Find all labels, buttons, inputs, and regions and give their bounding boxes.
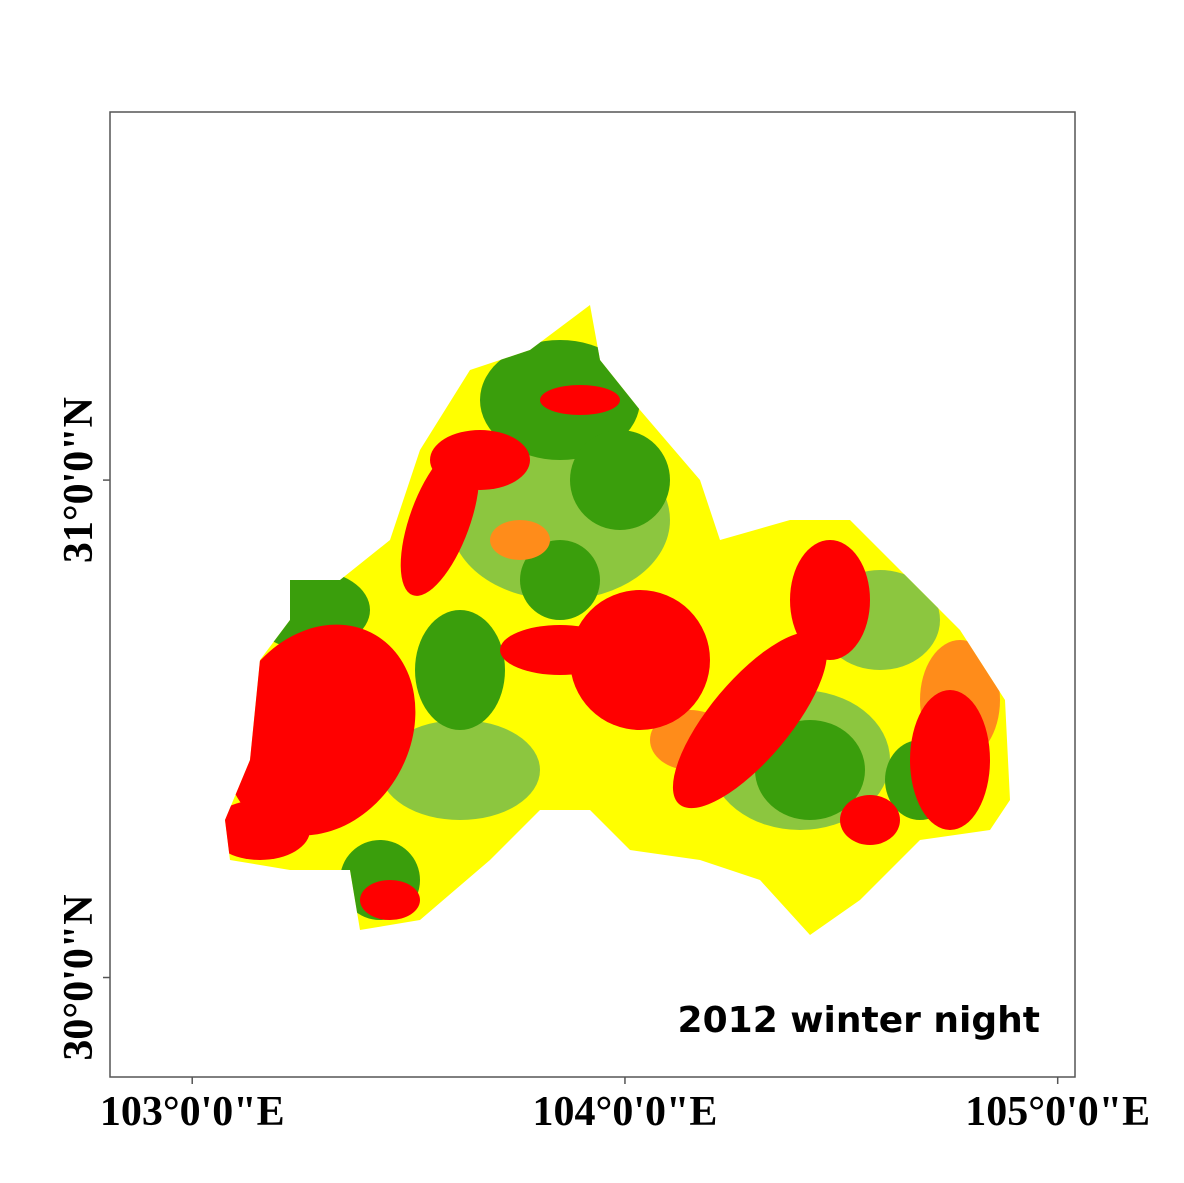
- map-label: 2012 winter night: [678, 1000, 1040, 1041]
- y-tick-label: 31°0'0"N: [56, 397, 102, 563]
- red-areas: [225, 385, 990, 920]
- raster: [225, 305, 1010, 935]
- x-tick-label: 103°0'0"E: [100, 1089, 285, 1135]
- x-tick-label: 104°0'0"E: [533, 1089, 718, 1135]
- map-frame: [109, 111, 1076, 1078]
- y-tick-label: 30°0'0"N: [56, 894, 102, 1060]
- x-tick-label: 105°0'0"E: [965, 1089, 1150, 1135]
